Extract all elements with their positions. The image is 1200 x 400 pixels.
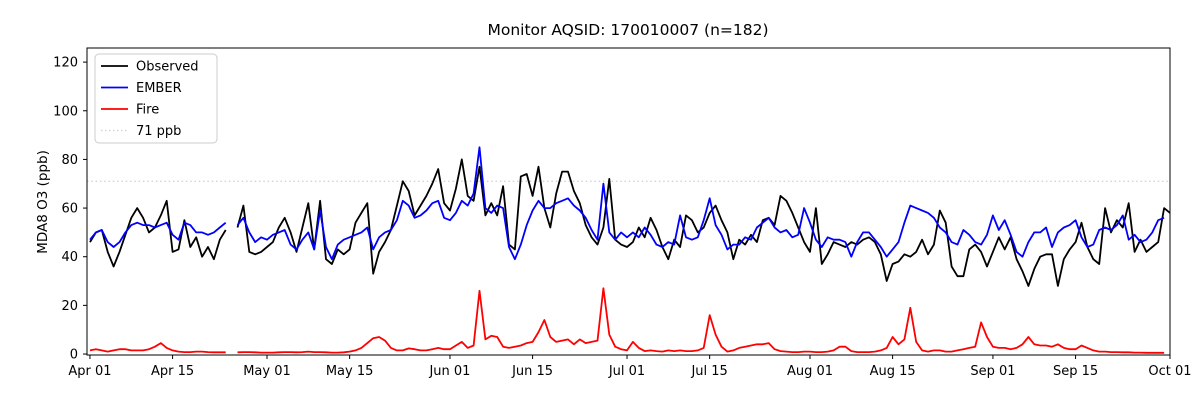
- legend-label-threshold: 71 ppb: [136, 124, 181, 139]
- x-tick-label: Sep 15: [1053, 364, 1098, 379]
- ticks-layer: Apr 01 Apr 15 May 01 May 15 Jun 01 Jun 15 Jul …: [53, 56, 1191, 379]
- legend: Observed EMBER Fire 71 ppb: [94, 53, 218, 144]
- legend-box: [94, 53, 218, 144]
- legend-label-fire: Fire: [136, 103, 159, 118]
- series-layer: [89, 146, 1171, 354]
- x-tick-label: Jun 01: [428, 364, 470, 379]
- x-tick-label: Aug 01: [787, 364, 833, 379]
- x-tick-label: Sep 01: [970, 364, 1015, 379]
- x-tick-label: Jul 01: [608, 364, 645, 379]
- y-tick-label: 100: [53, 104, 78, 119]
- series-line-ember: [89, 146, 1165, 261]
- x-tick-label: Aug 15: [870, 364, 916, 379]
- y-tick-label: 20: [61, 299, 78, 314]
- y-tick-label: 40: [61, 250, 78, 265]
- x-tick-label: Oct 01: [1148, 364, 1191, 379]
- x-tick-label: Jun 15: [511, 364, 553, 379]
- y-tick-label: 60: [61, 202, 78, 217]
- y-tick-label: 0: [70, 348, 78, 363]
- series-line-fire: [89, 287, 1165, 354]
- chart-title: Monitor AQSID: 170010007 (n=182): [487, 21, 768, 39]
- plot-area: [87, 48, 1170, 355]
- y-axis-label: MDA8 O3 (ppb): [35, 150, 51, 254]
- x-tick-label: Jul 15: [690, 364, 727, 379]
- legend-label-observed: Observed: [136, 60, 199, 75]
- x-tick-label: Apr 15: [151, 364, 194, 379]
- legend-label-ember: EMBER: [136, 81, 182, 96]
- x-tick-label: May 01: [243, 364, 291, 379]
- y-tick-label: 80: [61, 153, 78, 168]
- x-tick-label: May 15: [326, 364, 374, 379]
- plot-border: [86, 47, 1171, 356]
- x-tick-label: Apr 01: [68, 364, 111, 379]
- y-tick-label: 120: [53, 56, 78, 71]
- series-line-observed: [89, 158, 1171, 287]
